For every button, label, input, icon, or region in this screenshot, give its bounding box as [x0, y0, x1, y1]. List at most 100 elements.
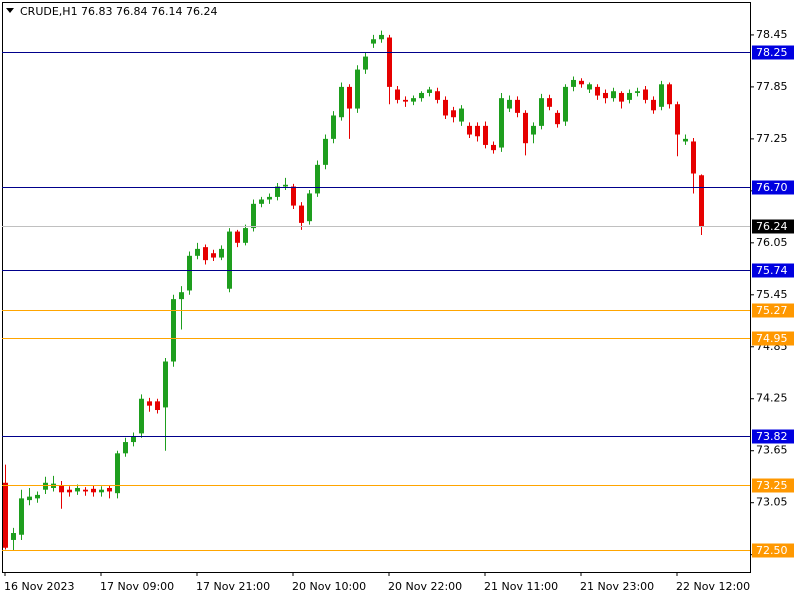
- y-tick-label: 78.45: [756, 28, 788, 41]
- candle-body: [499, 98, 504, 148]
- candle-body: [211, 253, 216, 258]
- candle-body: [179, 292, 184, 300]
- level-label-box: [752, 219, 794, 234]
- candle-body: [635, 91, 640, 93]
- candle-body: [315, 164, 320, 194]
- candle-body: [115, 453, 120, 494]
- candle-body: [627, 92, 632, 100]
- x-tick-label: 22 Nov 12:00: [676, 580, 750, 593]
- candle-body: [195, 248, 200, 256]
- candle-body: [691, 141, 696, 174]
- x-tick-label: 21 Nov 11:00: [484, 580, 558, 593]
- candle-body: [99, 489, 104, 493]
- level-label: 75.27: [756, 304, 788, 317]
- candle-body: [435, 91, 440, 100]
- candle-body: [451, 110, 456, 118]
- candle-body: [459, 108, 464, 122]
- candle-body: [427, 89, 432, 93]
- level-label-box: [752, 331, 794, 346]
- candle-body: [35, 494, 40, 499]
- level-label: 72.50: [756, 544, 788, 557]
- candle-body: [443, 99, 448, 116]
- candle-body: [323, 138, 328, 165]
- candle-body: [283, 184, 288, 187]
- candle-body: [339, 86, 344, 118]
- candle-body: [355, 69, 360, 109]
- level-label-box: [752, 429, 794, 444]
- level-label-box: [752, 263, 794, 278]
- candle-body: [139, 398, 144, 434]
- candle-body: [579, 80, 584, 85]
- candle-body: [275, 186, 280, 197]
- candle-body: [123, 442, 128, 454]
- candle-body: [643, 89, 648, 100]
- candle-body: [251, 203, 256, 229]
- candle-body: [379, 34, 384, 40]
- y-tick-label: 73.65: [756, 444, 788, 457]
- candle-body: [411, 98, 416, 102]
- candle-body: [603, 92, 608, 99]
- level-label: 75.74: [756, 264, 788, 277]
- candle-body: [403, 99, 408, 102]
- candle-body: [619, 92, 624, 102]
- candle-body: [651, 99, 656, 111]
- x-tick-label: 17 Nov 21:00: [196, 580, 270, 593]
- candle-body: [611, 91, 616, 99]
- candle-body: [155, 401, 160, 411]
- menu-triangle[interactable]: [6, 8, 14, 13]
- candle-body: [387, 37, 392, 87]
- candle-body: [683, 138, 688, 142]
- candle-body: [11, 533, 16, 540]
- candle-body: [267, 196, 272, 200]
- candle-body: [235, 231, 240, 243]
- x-tick-label: 21 Nov 23:00: [580, 580, 654, 593]
- level-label: 76.70: [756, 181, 788, 194]
- candle-body: [555, 112, 560, 125]
- candle-body: [91, 488, 96, 493]
- candle-body: [219, 248, 224, 258]
- candle-body: [675, 104, 680, 135]
- level-label: 73.82: [756, 430, 788, 443]
- candle-body: [659, 84, 664, 107]
- level-label-box: [752, 303, 794, 318]
- candle-body: [563, 86, 568, 122]
- chart-title: CRUDE,H1 76.83 76.84 76.14 76.24: [20, 5, 218, 18]
- candle-body: [515, 99, 520, 113]
- level-label-box: [752, 543, 794, 558]
- level-label: 76.24: [756, 220, 788, 233]
- candle-body: [363, 56, 368, 70]
- level-label-box: [752, 45, 794, 60]
- candle-body: [43, 482, 48, 490]
- y-tick-label: 77.85: [756, 80, 788, 93]
- candle-body: [83, 489, 88, 492]
- x-tick-label: 20 Nov 22:00: [388, 580, 462, 593]
- candle-body: [539, 98, 544, 126]
- candle-body: [227, 231, 232, 289]
- level-label-box: [752, 478, 794, 493]
- candle-body: [59, 485, 64, 493]
- candle-body: [419, 92, 424, 99]
- candle-body: [27, 496, 32, 501]
- candle-body: [347, 86, 352, 109]
- level-label-box: [752, 180, 794, 195]
- x-tick-label: 17 Nov 09:00: [100, 580, 174, 593]
- candle-body: [131, 435, 136, 443]
- candle-body: [571, 79, 576, 87]
- candle-body: [523, 112, 528, 144]
- level-label: 74.95: [756, 332, 788, 345]
- candle-body: [187, 255, 192, 291]
- y-tick-label: 74.25: [756, 392, 788, 405]
- y-tick-label: 77.25: [756, 132, 788, 145]
- x-tick-label: 16 Nov 2023: [4, 580, 74, 593]
- x-tick-label: 20 Nov 10:00: [292, 580, 366, 593]
- plot-frame: [2, 2, 751, 573]
- candle-body: [491, 144, 496, 151]
- candle-body: [307, 193, 312, 222]
- candle-body: [107, 487, 112, 492]
- candle-body: [467, 125, 472, 135]
- y-tick-label: 76.05: [756, 236, 788, 249]
- candle-body: [19, 498, 24, 535]
- candle-body: [587, 84, 592, 90]
- candle-body: [595, 86, 600, 96]
